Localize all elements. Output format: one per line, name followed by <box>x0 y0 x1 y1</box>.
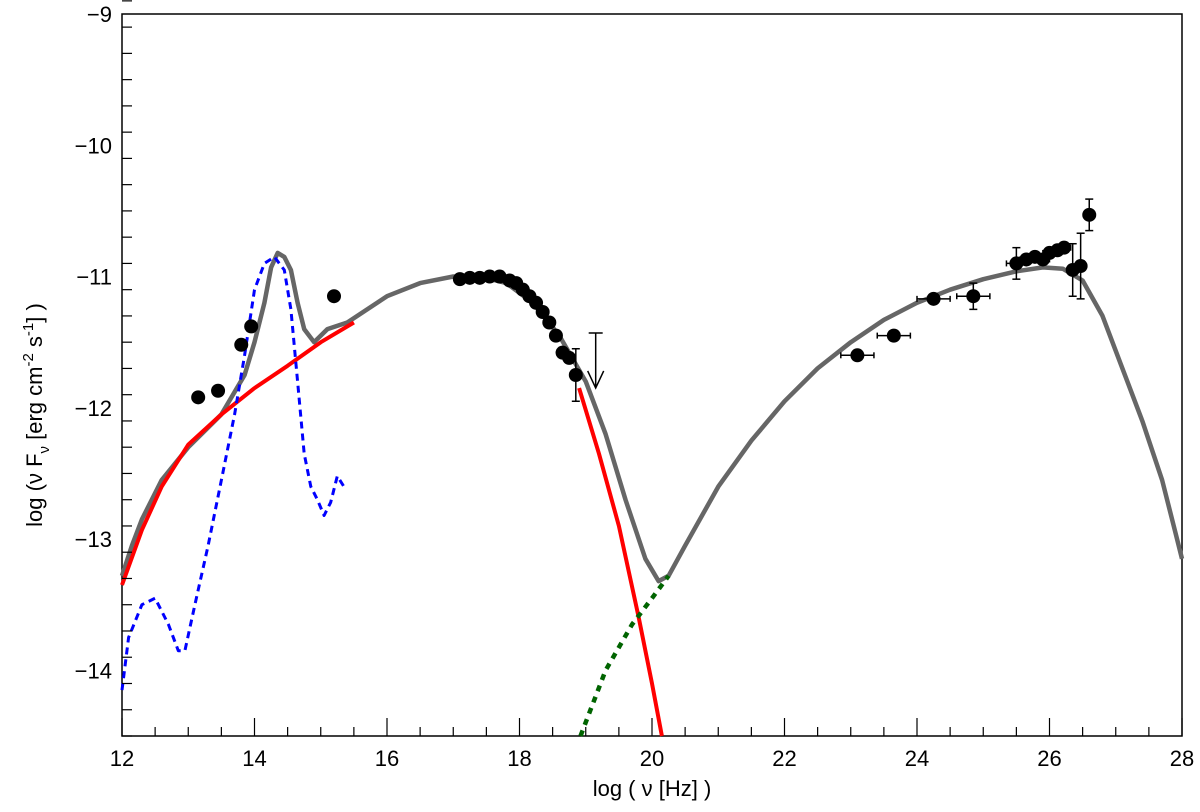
data-point <box>327 289 341 304</box>
data-point <box>926 291 941 306</box>
total-model-curve <box>119 250 1185 584</box>
host-galaxy-template-curve <box>120 255 346 691</box>
y-tick-label: −14 <box>75 658 112 683</box>
data-point <box>462 270 477 285</box>
x-tick-label: 16 <box>375 746 399 771</box>
y-tick-label: −13 <box>75 527 112 552</box>
x-tick-label: 24 <box>905 746 929 771</box>
data-point <box>1082 207 1097 222</box>
y-tick-label: −10 <box>75 133 112 158</box>
y-tick-label: −11 <box>76 265 112 290</box>
data-point <box>191 390 206 405</box>
synchrotron-curve <box>120 320 355 586</box>
data-point <box>211 383 226 398</box>
data-point <box>542 315 557 330</box>
y-tick-label: −9 <box>87 2 112 27</box>
data-points <box>191 198 1097 405</box>
data-point <box>850 348 865 363</box>
x-tick-label: 20 <box>640 746 664 771</box>
data-point <box>966 289 981 304</box>
x-tick-label: 26 <box>1037 746 1061 771</box>
data-point <box>535 304 550 319</box>
x-axis-title: log ( ν [Hz] ) <box>593 776 712 801</box>
upper-limit-arrowhead <box>587 370 605 390</box>
data-point <box>234 337 249 352</box>
data-point <box>1057 240 1072 255</box>
model-curves <box>119 250 1185 737</box>
x-tick-label: 18 <box>507 746 531 771</box>
y-axis-title: log (ν Fν [erg cm-2 s-1] ) <box>20 303 53 527</box>
data-point <box>482 269 497 284</box>
axis-ticks: 12 14 16 18 20 22 24 26 28 −9 −10 −11 −12 −13 −14 <box>75 0 1194 771</box>
x-tick-label: 28 <box>1170 746 1194 771</box>
synchrotron-cutoff-curve <box>577 387 664 737</box>
data-point <box>1073 259 1088 274</box>
x-tick-label: 12 <box>110 746 134 771</box>
y-tick-label: −12 <box>75 396 112 421</box>
data-point <box>562 350 577 365</box>
data-point <box>886 328 901 343</box>
x-tick-label: 14 <box>242 746 266 771</box>
data-point <box>244 319 259 334</box>
ssc-extension-curve <box>578 574 671 737</box>
data-point <box>548 328 563 343</box>
plot-frame <box>121 13 1183 737</box>
x-tick-label: 22 <box>772 746 796 771</box>
data-point <box>568 368 583 382</box>
